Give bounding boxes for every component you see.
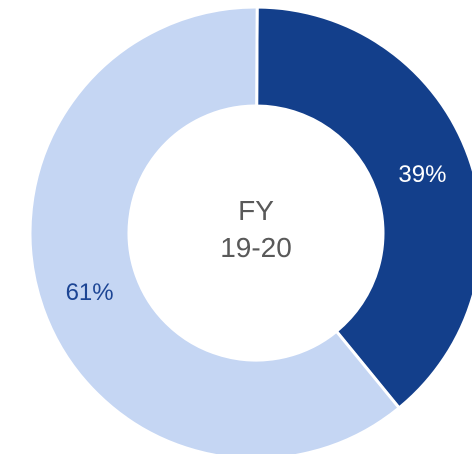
- slice-label-0: 39%: [398, 161, 446, 188]
- center-label-line-2: 19-20: [220, 232, 292, 263]
- slice-label-1: 61%: [66, 279, 114, 306]
- center-label-line-1: FY: [238, 195, 274, 226]
- donut-slices: [28, 5, 472, 454]
- slice-labels: 39% 61%: [66, 161, 447, 306]
- donut-slice-1: [28, 5, 402, 454]
- donut-slice-0: [255, 5, 472, 411]
